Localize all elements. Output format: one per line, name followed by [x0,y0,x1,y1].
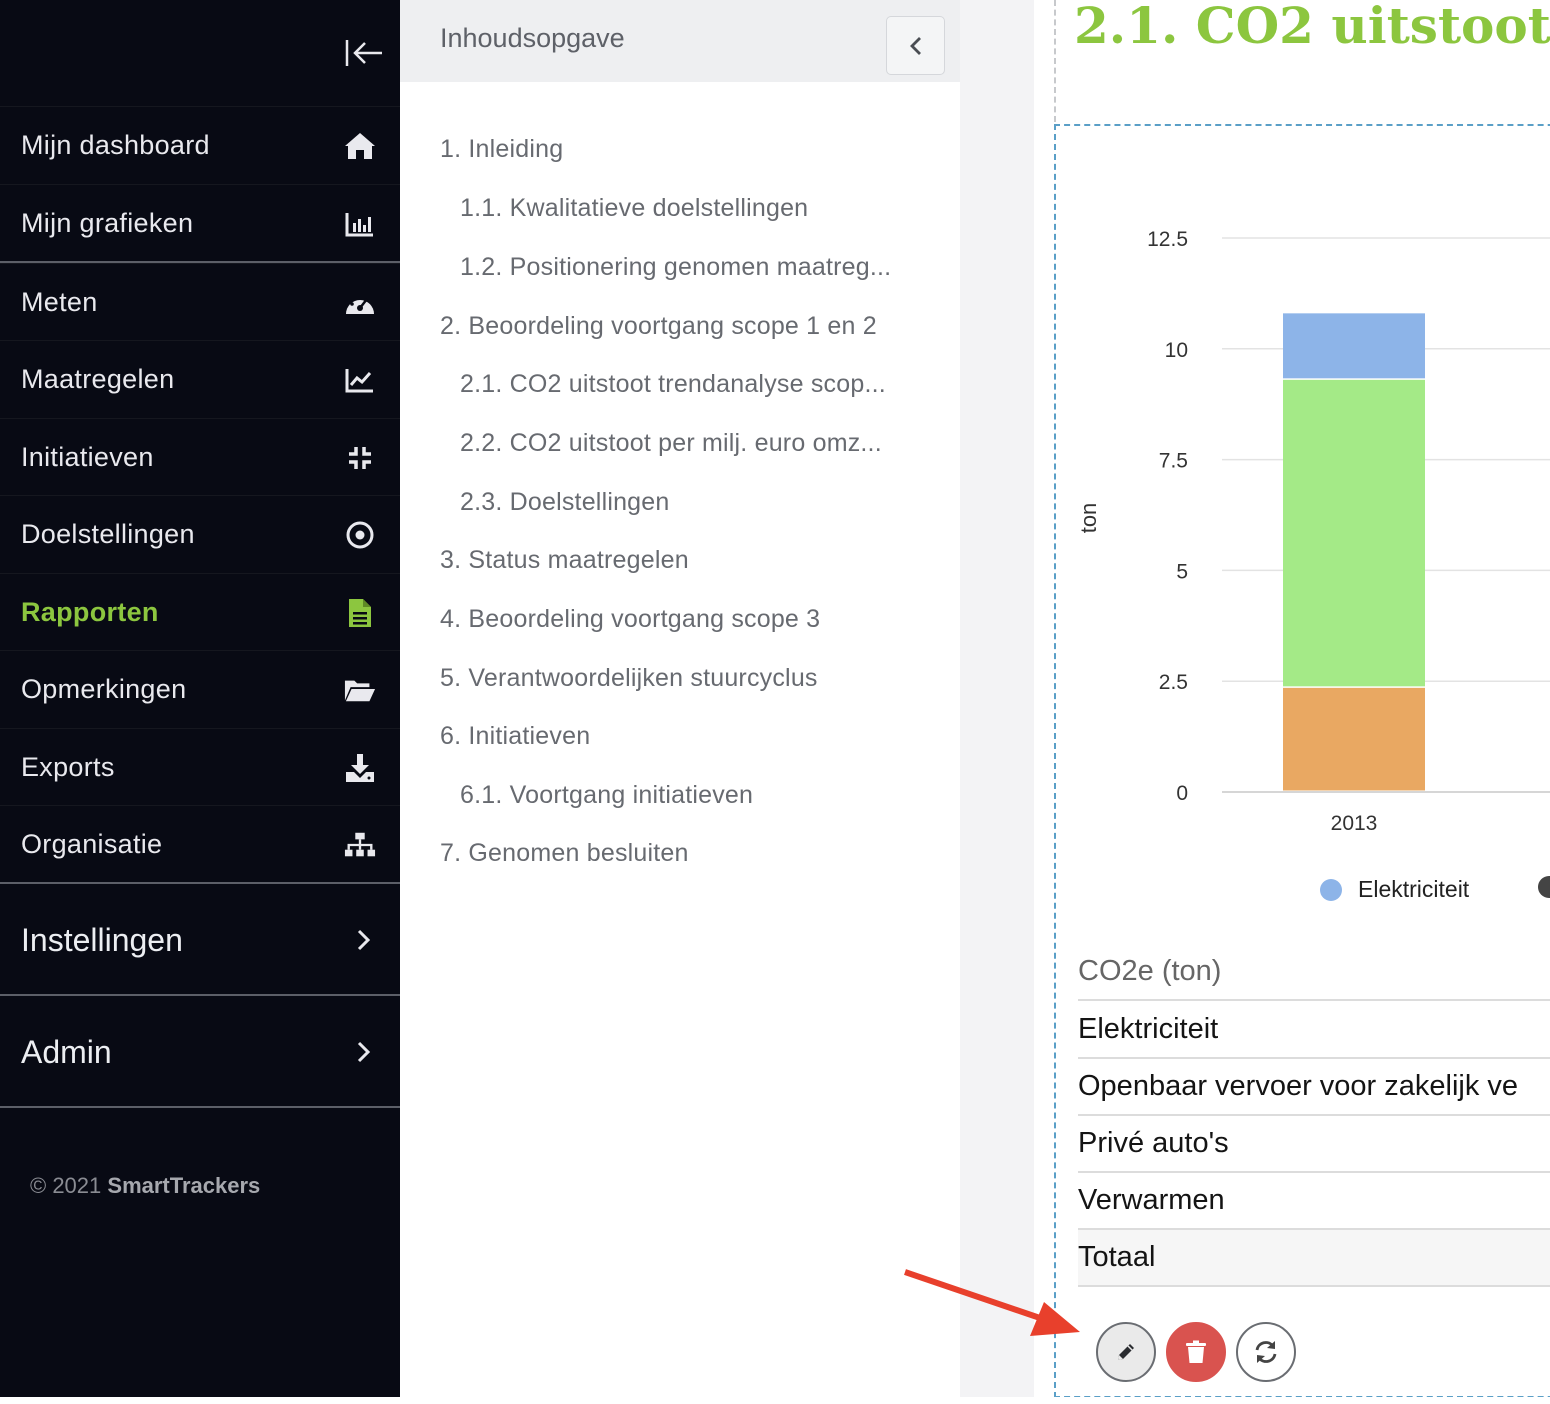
legend-color-dot [1320,878,1342,901]
delete-button[interactable] [1166,1322,1226,1382]
sidebar-item-label: Exports [21,752,115,782]
toc-title: Inhoudsopgave [440,23,625,53]
collapse-left-icon [345,40,382,66]
sidebar-item-label: Instellingen [21,921,183,958]
y-tick-label: 0 [1176,782,1188,805]
toc-item[interactable]: 2. Beoordeling voortgang scope 1 en 2 [440,312,877,340]
sidebar-item-organisatie[interactable]: Organisatie [0,805,400,883]
chart-widget[interactable]: 0 2.5 5 7.5 10 12.5 ton 2013 Elektriciteit CO2e… [1054,124,1550,1397]
toc-item[interactable]: 1. Inleiding [440,135,564,163]
download-icon [344,752,376,784]
sidebar-item-label: Meten [21,287,98,317]
sidebar-item-doelstellingen[interactable]: Doelstellingen [0,495,400,573]
toc-item[interactable]: 5. Verantwoordelijken stuurcyclus [440,664,818,692]
x-tick-label: 2013 [1331,812,1378,835]
sidebar-item-meten[interactable]: Meten [0,263,400,341]
sidebar-item-label: Initiatieven [21,442,154,472]
legend-item[interactable]: Elektriciteit [1320,876,1469,903]
nav-divider [0,882,400,884]
y-tick-label: 12.5 [1147,228,1188,251]
legend-label: Elektriciteit [1358,876,1470,902]
toc-item[interactable]: 2.3. Doelstellingen [460,488,670,516]
pencil-icon [1118,1344,1134,1360]
copyright-year: © 2021 [30,1173,102,1198]
sidebar-item-initiatieven[interactable]: Initiatieven [0,418,400,496]
edit-button[interactable] [1096,1322,1156,1382]
report-content: 2.1. CO2 uitstoot t 0 2.5 5 7.5 10 12.5 ton 201… [1034,0,1550,1397]
sidebar-item-label: Doelstellingen [21,519,195,549]
home-icon [344,130,376,162]
y-tick-label: 5 [1176,560,1188,583]
compress-icon [344,442,376,474]
bar-segment [1283,313,1425,379]
table-row: Privé auto's [1078,1116,1550,1173]
sidebar-item-label: Mijn grafieken [21,208,194,238]
toc-item[interactable]: 2.2. CO2 uitstoot per milj. euro omz... [460,429,882,457]
table-row: Verwarmen [1078,1173,1550,1230]
sidebar-item-mijn-dashboard[interactable]: Mijn dashboard [0,106,400,184]
refresh-button[interactable] [1236,1322,1296,1382]
sidebar-item-maatregelen[interactable]: Maatregelen [0,340,400,418]
toc-item[interactable]: 6.1. Voortgang initiatieven [460,781,754,809]
collapse-sidebar-button[interactable] [342,36,386,70]
bar-segment [1283,687,1425,791]
sidebar-item-opmerkingen[interactable]: Opmerkingen [0,650,400,728]
y-tick-label: 7.5 [1159,450,1188,473]
section-title: 2.1. CO2 uitstoot t [1074,0,1550,55]
chevron-left-icon [909,36,921,55]
sidebar-item-rapporten[interactable]: Rapporten [0,573,400,651]
stacked-bar-chart: 0 2.5 5 7.5 10 12.5 ton 2013 [1076,228,1550,835]
folder-open-icon [344,674,376,706]
toc-header: Inhoudsopgave [400,0,960,82]
legend-color-dot [1538,876,1550,898]
sidebar-item-label: Organisatie [21,829,163,859]
nav-divider [0,261,400,263]
document-icon [344,597,376,629]
toc-item[interactable]: 4. Beoordeling voortgang scope 3 [440,605,821,633]
trash-icon [1186,1340,1206,1363]
toc-item[interactable]: 7. Genomen besluiten [440,839,689,867]
toc-item[interactable]: 1.1. Kwalitatieve doelstellingen [460,194,809,222]
toc-item[interactable]: 1.2. Positionering genomen maatreg... [460,253,892,281]
sidebar-item-mijn-grafieken[interactable]: Mijn grafieken [0,184,400,262]
target-icon [344,519,376,551]
sidebar-item-label: Opmerkingen [21,674,187,704]
y-tick-label: 10 [1165,339,1188,362]
copyright: © 2021 SmartTrackers [30,1173,260,1199]
line-chart-icon [344,364,376,396]
nav-divider [0,994,400,996]
sidebar-item-label: Rapporten [21,597,159,627]
sidebar-item-label: Maatregelen [21,364,175,394]
sidebar: Mijn dashboard Mijn grafieken Meten Maat… [0,0,400,1397]
sidebar-item-label: Admin [21,1033,112,1070]
sidebar-item-instellingen[interactable]: Instellingen [0,885,400,995]
section-guide-line [1054,0,1056,122]
toc-item[interactable]: 2.1. CO2 uitstoot trendanalyse scop... [460,370,886,398]
table-row: Elektriciteit [1078,1002,1550,1059]
table-row: Openbaar vervoer voor zakelijk ve [1078,1059,1550,1116]
copyright-brand: SmartTrackers [107,1173,261,1198]
legend-item[interactable] [1538,876,1550,898]
sidebar-item-label: Mijn dashboard [21,130,210,160]
gauge-icon [344,287,376,319]
table-total-row: Totaal [1078,1230,1550,1287]
toc-item[interactable]: 3. Status maatregelen [440,546,689,574]
refresh-icon [1255,1341,1277,1363]
sidebar-item-admin[interactable]: Admin [0,997,400,1107]
bar-segment [1283,379,1425,687]
y-axis-label: ton [1076,503,1101,534]
toc-collapse-button[interactable] [886,16,945,75]
nav-divider [0,1106,400,1108]
chevron-right-icon [357,1041,371,1063]
table-of-contents: Inhoudsopgave 1. Inleiding 1.1. Kwalitat… [400,0,960,1397]
chevron-right-icon [357,929,371,951]
y-tick-label: 2.5 [1159,671,1188,694]
toc-item[interactable]: 6. Initiatieven [440,722,591,750]
bar-chart-icon [344,208,376,240]
sidebar-item-exports[interactable]: Exports [0,728,400,806]
table-header: CO2e (ton) [1078,944,1550,1001]
sitemap-icon [344,829,376,861]
